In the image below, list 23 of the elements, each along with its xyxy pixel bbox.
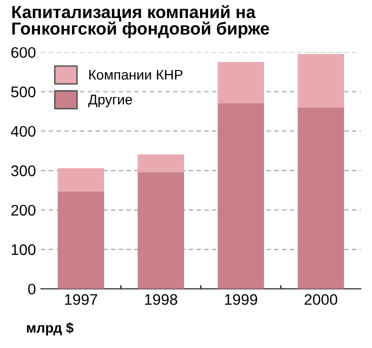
bar (138, 154, 184, 172)
bar (298, 54, 344, 108)
bar (138, 172, 184, 289)
bar (58, 168, 104, 192)
chart-title: Капитализация компаний на Гонконгской фондовой бирже (12, 5, 270, 38)
y-tick-label: 0 (28, 284, 36, 295)
bar (298, 107, 344, 289)
y-tick-label: 100 (12, 244, 36, 256)
x-tick-label: 2000 (304, 294, 338, 305)
x-tick-label: 1997 (65, 294, 98, 305)
legend-label: Другие (88, 94, 132, 108)
x-tick-label: 1999 (225, 294, 258, 305)
y-tick-label: 200 (11, 204, 36, 216)
y-tick-label: 600 (11, 47, 36, 58)
bar (58, 191, 104, 289)
y-tick-label: 500 (11, 86, 36, 98)
y-tick-label: 400 (10, 126, 36, 137)
y-tick-label: 300 (11, 165, 36, 176)
legend-label: Компании КНР (89, 70, 182, 80)
bar (218, 103, 264, 289)
y-axis-title: млрд $ (27, 322, 74, 336)
bar (218, 62, 264, 104)
x-tick-label: 1998 (145, 294, 178, 305)
